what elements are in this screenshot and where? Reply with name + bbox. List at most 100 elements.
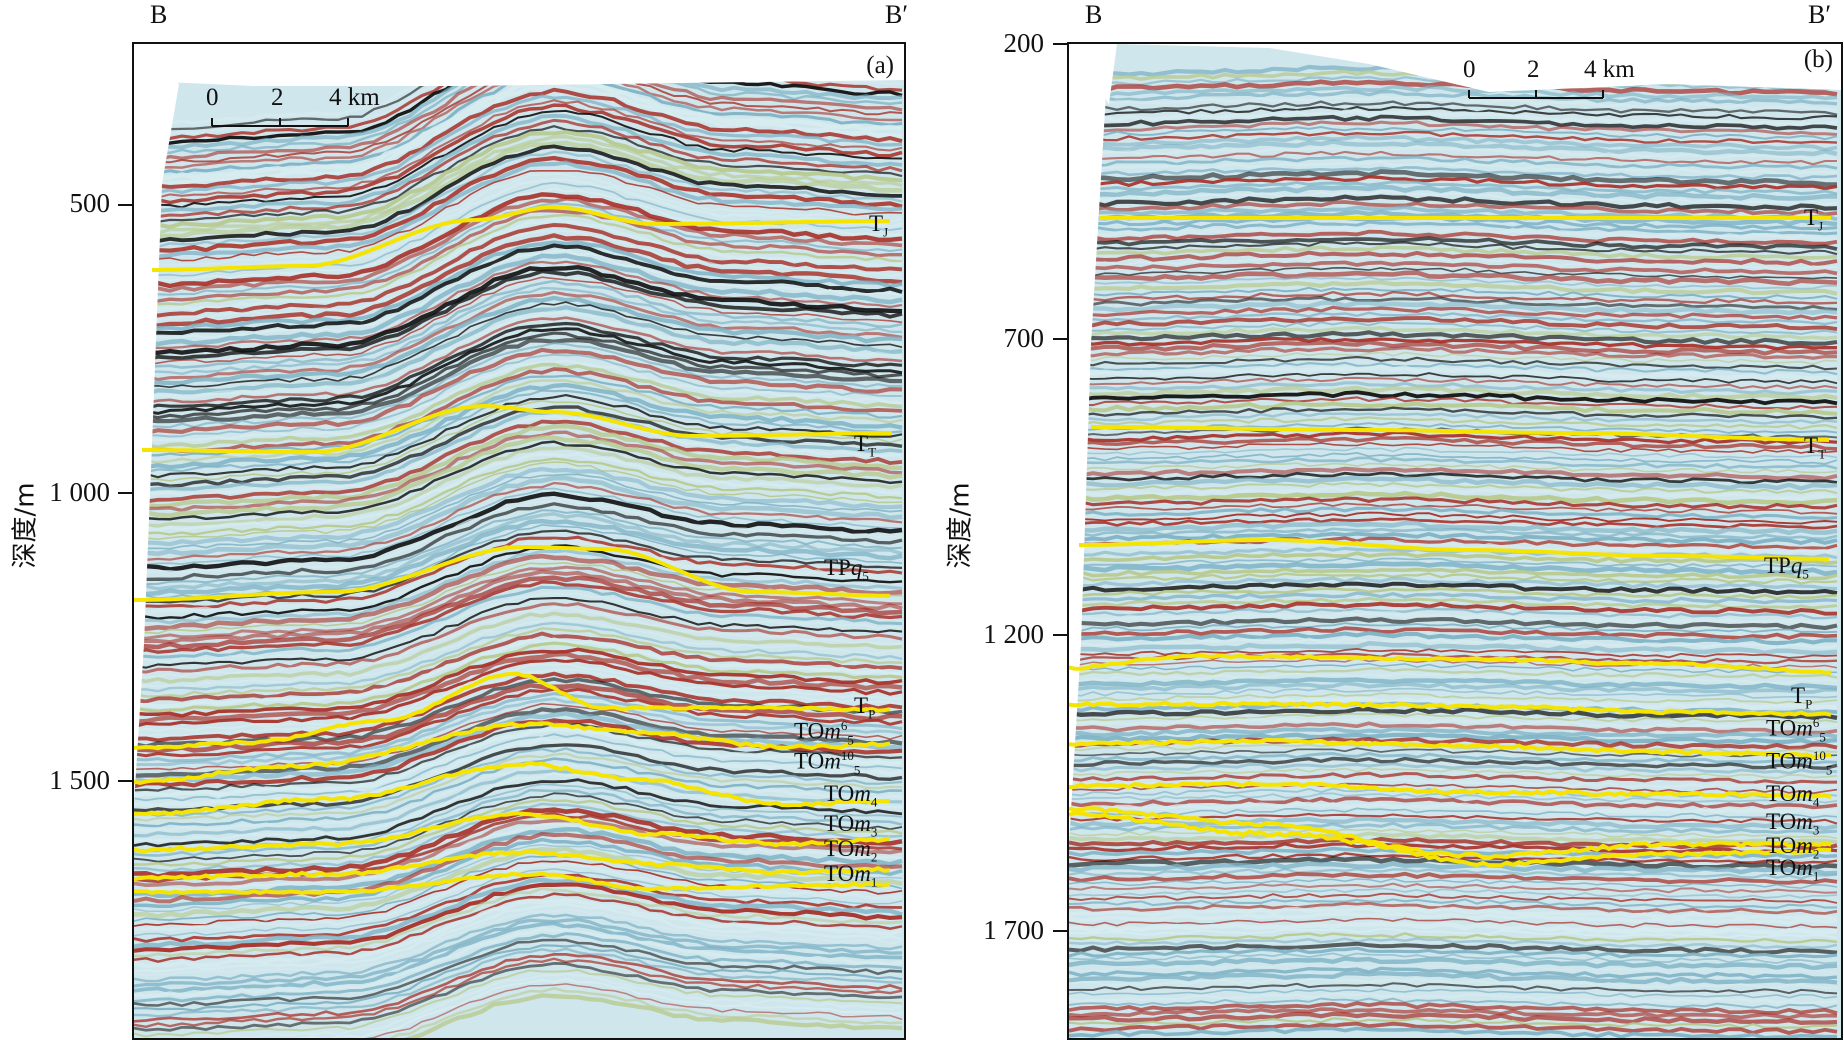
seismic-reflector (1069, 280, 1838, 296)
horizon-line (1069, 780, 1832, 799)
seismic-reflector (134, 627, 903, 698)
horizon-line (134, 811, 891, 854)
horizon-label-sub: 4 (870, 794, 878, 810)
seismic-reflector (134, 711, 903, 784)
panel-b-y-tick-mark (1053, 338, 1067, 340)
seismic-reflector (365, 983, 903, 1038)
seismic-reflector (134, 637, 903, 709)
seismic-reflector (1069, 475, 1838, 491)
seismic-reflector (1069, 130, 1838, 145)
horizon-label-sup: 10 (1812, 748, 1826, 763)
seismic-reflector (134, 229, 903, 322)
horizon-label-italic: m (854, 811, 871, 836)
seismic-reflector (134, 602, 903, 674)
seismic-reflector (1069, 139, 1838, 157)
seismic-reflector (1069, 95, 1838, 112)
seismic-reflector (1069, 828, 1838, 840)
seismic-section-a: (a) 0 2 4 km TJ TT TPq5 TP TOm65 TOm105 TOm4 TO… (132, 42, 906, 1040)
seismic-reflector (134, 243, 903, 337)
seismic-reflector (134, 466, 903, 547)
seismic-reflector (134, 359, 902, 443)
seismic-reflector (1069, 385, 1838, 401)
seismic-reflector (1069, 1001, 1838, 1015)
horizon-label-sub: J (883, 224, 889, 240)
horizon-label-sub: 5 (853, 762, 861, 778)
seismic-reflector (134, 892, 903, 963)
seismic-reflector (134, 491, 903, 572)
seismic-reflector (134, 575, 903, 650)
seismic-reflector (1069, 390, 1838, 406)
seismic-reflector (1069, 982, 1838, 995)
seismic-reflector (134, 873, 903, 943)
seismic-reflector (1069, 672, 1838, 685)
seismic-reflector (1069, 376, 1838, 390)
seismic-reflector (134, 831, 903, 904)
seismic-reflector (1069, 892, 1838, 904)
seismic-reflector (1069, 846, 1838, 859)
seismic-reflector (134, 208, 903, 303)
horizon-label: TT (854, 432, 876, 459)
seismic-reflector (1069, 160, 1838, 176)
seismic-reflector (134, 99, 903, 200)
seismic-reflector (134, 743, 903, 813)
seismic-reflector (134, 260, 903, 351)
seismic-reflector (1069, 209, 1838, 227)
seismic-reflector (134, 457, 903, 537)
seismic-reflector (1069, 490, 1838, 506)
horizon-label-italic: q (850, 555, 863, 580)
seismic-reflector (134, 301, 903, 389)
horizon-label-main: TO (1766, 809, 1797, 834)
seismic-reflector (404, 993, 903, 1038)
seismic-reflector (1069, 901, 1838, 915)
seismic-reflector (134, 597, 903, 669)
seismic-reflector (1069, 587, 1838, 600)
panel-b-right-label: B′ (1808, 0, 1832, 29)
seismic-reflector (134, 553, 903, 632)
seismic-reflector (134, 898, 903, 968)
horizon-label-italic: m (1796, 855, 1813, 880)
seismic-reflector (134, 498, 903, 574)
seismic-reflector (134, 430, 903, 513)
seismic-reflector (1069, 270, 1838, 287)
seismic-reflector (134, 788, 903, 857)
seismic-reflector (134, 461, 903, 541)
seismic-reflector (134, 855, 903, 922)
horizon-label-italic: m (1796, 809, 1813, 834)
horizon-label-sub: 3 (1812, 822, 1820, 838)
seismic-reflector (134, 353, 903, 438)
horizon-label: TPq5 (1764, 554, 1809, 581)
seismic-reflector (1069, 567, 1838, 581)
seismic-reflector (1069, 921, 1838, 936)
seismic-reflector (134, 316, 903, 405)
seismic-reflector (1069, 622, 1838, 634)
seismic-reflector (1069, 1011, 1838, 1025)
horizon-line (134, 849, 891, 882)
seismic-reflector (1069, 792, 1838, 804)
seismic-reflector (1069, 325, 1838, 341)
seismic-reflector (1069, 190, 1838, 206)
seismic-reflector (134, 331, 903, 420)
seismic-reflector (134, 196, 903, 294)
seismic-reflector (134, 641, 903, 713)
seismic-reflector (134, 926, 903, 998)
horizon-label-main: TO (794, 748, 825, 774)
seismic-reflector (134, 87, 903, 191)
horizon-label-main: TO (1766, 855, 1797, 880)
seismic-reflector (1069, 372, 1838, 385)
seismic-reflector (1069, 637, 1838, 650)
seismic-reflector (1069, 717, 1838, 730)
seismic-reflector (134, 187, 903, 284)
seismic-reflector (1069, 898, 1838, 909)
seismic-reflector (1069, 867, 1838, 880)
seismic-reflector (134, 778, 903, 848)
seismic-reflector (1069, 105, 1838, 121)
seismic-reflector (1069, 336, 1838, 351)
seismic-reflector (1069, 531, 1838, 546)
seismic-reflector (1069, 956, 1838, 971)
seismic-reflector (134, 957, 903, 1029)
seismic-reflector (134, 687, 903, 758)
horizon-label: TOm65 (1766, 716, 1826, 743)
seismic-reflector (1069, 446, 1838, 459)
seismic-reflector (1069, 340, 1838, 356)
seismic-reflector (1069, 114, 1838, 131)
